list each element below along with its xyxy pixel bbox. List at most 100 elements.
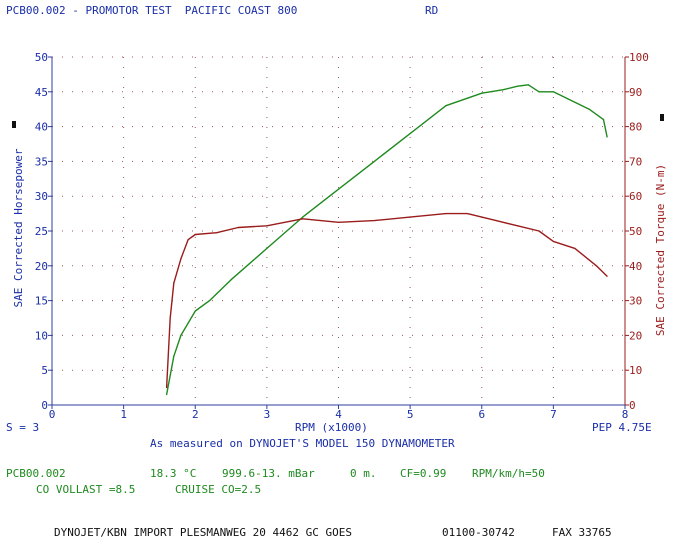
dealer-address: DYNOJET/KBN IMPORT PLESMANWEG 20 4462 GC… — [54, 526, 353, 539]
data-point — [445, 213, 447, 215]
data-point — [373, 160, 375, 162]
data-point — [516, 85, 519, 87]
legend-swatch-left — [12, 121, 16, 128]
data-point — [466, 213, 469, 215]
smoothing-label: S = 3 — [6, 421, 40, 434]
data-point — [538, 230, 540, 232]
y-tick-label-right: 50 — [629, 225, 642, 238]
data-point — [173, 355, 175, 357]
correction-factor: CF=0.99 — [400, 467, 447, 480]
data-point — [527, 84, 529, 86]
temperature: 18.3 °C — [150, 467, 197, 480]
y-tick-label-right: 80 — [629, 121, 642, 134]
series-line-torque — [165, 212, 608, 388]
data-point — [538, 91, 540, 93]
x-tick-label: 8 — [622, 408, 629, 421]
y-tick-label-left: 50 — [35, 51, 48, 64]
data-point — [373, 219, 375, 222]
x-tick-label: 7 — [550, 408, 557, 421]
data-point — [516, 225, 519, 227]
data-point — [574, 247, 576, 249]
y-tick-label-left: 10 — [35, 329, 48, 342]
data-point — [230, 279, 232, 281]
y-tick-label-left: 35 — [35, 155, 48, 168]
data-point — [194, 310, 196, 312]
data-point — [216, 232, 218, 234]
y-tick-label-right: 100 — [629, 51, 649, 64]
data-point — [173, 282, 175, 284]
altitude: 0 m. — [350, 467, 377, 480]
software-version: PEP 4.75E — [592, 421, 652, 434]
data-point — [180, 334, 182, 336]
dyno-note: As measured on DYNOJET'S MODEL 150 DYNAM… — [150, 437, 455, 450]
data-point — [552, 91, 554, 93]
y-tick-label-left: 0 — [41, 399, 48, 412]
y-tick-label-right: 20 — [629, 329, 642, 342]
data-point — [166, 393, 168, 396]
x-tick-label: 0 — [49, 408, 56, 421]
y-tick-label-right: 60 — [629, 190, 642, 203]
data-point — [237, 226, 239, 229]
y-tick-label-left: 5 — [41, 364, 48, 377]
rpm-ratio: RPM/km/h=50 — [472, 467, 545, 480]
data-point — [337, 221, 340, 223]
data-point — [169, 317, 171, 319]
x-tick-label: 3 — [264, 408, 271, 421]
legend-swatch-right — [660, 114, 664, 121]
x-tick-label: 2 — [192, 408, 199, 421]
phone-number: 01100-30742 — [442, 526, 515, 539]
data-point — [602, 119, 605, 121]
data-point — [337, 188, 340, 190]
data-point — [481, 92, 483, 94]
data-point — [595, 265, 597, 267]
run-file: PCB00.002 — [6, 467, 66, 480]
chart-title: PCB00.002 - PROMOTOR TEST PACIFIC COAST … — [6, 4, 298, 17]
y-tick-label-right: 70 — [629, 155, 642, 168]
data-point — [588, 108, 590, 110]
x-tick-label: 4 — [335, 408, 342, 421]
ticks: 0510152025303540455001020304050607080901… — [35, 51, 649, 421]
data-point — [187, 239, 189, 241]
data-point — [552, 240, 554, 243]
y-tick-label-right: 90 — [629, 86, 642, 99]
run-tag: RD — [425, 4, 439, 17]
data-point — [266, 225, 268, 227]
y-tick-label-left: 20 — [35, 260, 48, 273]
data-point — [606, 275, 608, 277]
data-point — [606, 136, 608, 138]
x-axis-label: RPM (x1000) — [295, 421, 368, 434]
y-tick-label-right: 10 — [629, 364, 642, 377]
y-tick-label-left: 25 — [35, 225, 48, 238]
data-point — [166, 387, 168, 389]
data-point — [502, 89, 504, 91]
y-tick-label-right: 30 — [629, 295, 642, 308]
y-axis-label-left: SAE Corrected Horsepower — [12, 148, 25, 307]
y-tick-label-left: 40 — [35, 121, 48, 134]
data-point — [567, 98, 569, 100]
y-tick-label-right: 0 — [629, 399, 636, 412]
y-tick-label-right: 40 — [629, 260, 642, 273]
y-axis-label-right: SAE Corrected Torque (N-m) — [654, 164, 667, 336]
series — [165, 84, 608, 396]
x-tick-label: 5 — [407, 408, 414, 421]
data-point — [180, 258, 182, 260]
data-point — [445, 105, 447, 107]
data-point — [302, 218, 304, 220]
y-tick-label-left: 15 — [35, 295, 48, 308]
data-point — [409, 216, 411, 218]
data-point — [302, 216, 304, 218]
data-point — [266, 247, 268, 249]
fax-number: FAX 33765 — [552, 526, 612, 539]
data-point — [409, 132, 411, 135]
cruise-co: CRUISE CO=2.5 — [175, 483, 262, 496]
co-vollast: CO VOLLAST =8.5 — [36, 483, 136, 496]
pressure: 999.6-13. mBar — [222, 467, 315, 480]
data-point — [194, 233, 196, 236]
x-tick-label: 1 — [120, 408, 127, 421]
y-tick-label-left: 45 — [35, 86, 48, 99]
series-line-horsepower — [165, 84, 608, 395]
x-tick-label: 6 — [478, 408, 485, 421]
data-point — [208, 300, 211, 302]
y-tick-label-left: 30 — [35, 190, 48, 203]
